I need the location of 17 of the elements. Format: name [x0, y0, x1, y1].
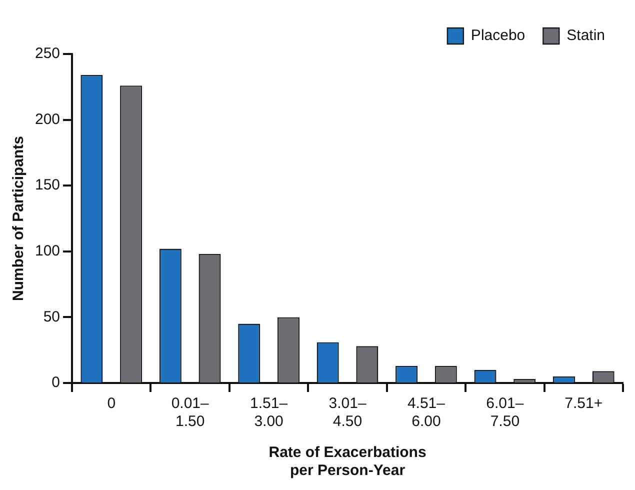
x-axis-title: Rate of Exacerbations per Person-Year — [268, 444, 426, 480]
x-tick-label: 7.51+ — [564, 395, 603, 412]
x-tick-label: 0.01–1.50 — [171, 395, 210, 430]
legend-label: Placebo — [470, 27, 526, 44]
x-tick-label: 3.01–4.50 — [328, 395, 367, 430]
x-tick-label: 0 — [107, 395, 116, 412]
legend-label: Statin — [566, 27, 605, 44]
x-tick-label: 1.51–3.00 — [250, 395, 288, 430]
y-tick-label: 150 — [34, 176, 60, 194]
y-tick-label: 200 — [34, 110, 60, 128]
y-tick-label: 50 — [43, 308, 60, 326]
y-axis-title: Number of Participants — [10, 136, 28, 302]
y-tick-label: 0 — [52, 374, 60, 392]
y-tick-label: 100 — [34, 242, 60, 260]
x-tick-label: 4.51–6.00 — [407, 395, 446, 430]
x-tick-label: 6.01–7.50 — [486, 395, 524, 430]
y-tick-label: 250 — [34, 45, 60, 62]
